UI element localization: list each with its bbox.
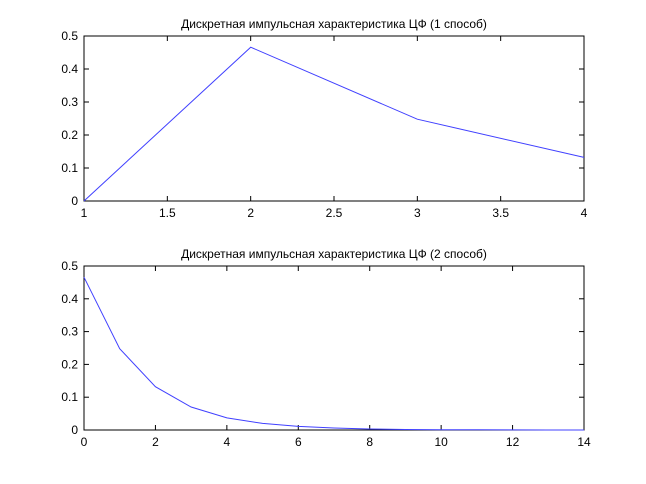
subplot-1-series-line — [83, 46, 585, 202]
x-tick-label: 1 — [81, 206, 88, 220]
subplot-2: Дискретная импульсная характеристика ЦФ … — [61, 247, 591, 449]
subplot-2-title: Дискретная импульсная характеристика ЦФ … — [181, 247, 487, 261]
x-tick-label: 0 — [81, 435, 88, 449]
y-tick-label: 0.2 — [61, 357, 78, 371]
subplot-2-series-line — [83, 276, 584, 431]
x-tick-label: 8 — [366, 435, 373, 449]
x-tick-label: 14 — [577, 435, 591, 449]
x-tick-label: 2 — [152, 435, 159, 449]
y-tick-label: 0.1 — [61, 390, 78, 404]
x-tick-label: 10 — [434, 435, 448, 449]
y-tick-label: 0 — [71, 423, 78, 437]
x-tick-label: 1.5 — [159, 206, 176, 220]
y-tick-label: 0.3 — [61, 95, 78, 109]
y-tick-label: 0.3 — [61, 325, 78, 339]
x-tick-label: 2 — [247, 206, 254, 220]
subplot-2-axes-box — [83, 265, 585, 431]
y-tick-label: 0.2 — [61, 128, 78, 142]
x-tick-label: 3 — [414, 206, 421, 220]
y-tick-label: 0.5 — [61, 29, 78, 43]
x-tick-label: 3.5 — [492, 206, 509, 220]
subplot-1: Дискретная импульсная характеристика ЦФ … — [61, 17, 587, 220]
x-tick-label: 4 — [224, 435, 231, 449]
x-tick-label: 4 — [581, 206, 588, 220]
y-tick-label: 0.4 — [61, 292, 78, 306]
y-tick-label: 0.4 — [61, 62, 78, 76]
subplot-1-yticks: 0 0.1 0.2 0.3 0.4 0.5 — [61, 29, 584, 208]
subplot-1-xticks: 1 1.5 2 2.5 3 3.5 4 — [81, 36, 588, 220]
y-tick-label: 0.5 — [61, 259, 78, 273]
x-tick-label: 6 — [295, 435, 302, 449]
subplot-1-axes-box — [83, 35, 585, 202]
x-tick-label: 12 — [506, 435, 520, 449]
subplot-2-yticks: 0 0.1 0.2 0.3 0.4 0.5 — [61, 259, 584, 437]
y-tick-label: 0 — [71, 194, 78, 208]
subplot-1-title: Дискретная импульсная характеристика ЦФ … — [181, 17, 487, 31]
x-tick-label: 2.5 — [326, 206, 343, 220]
y-tick-label: 0.1 — [61, 161, 78, 175]
subplot-2-xticks: 0 2 4 6 8 10 12 14 — [81, 266, 591, 449]
